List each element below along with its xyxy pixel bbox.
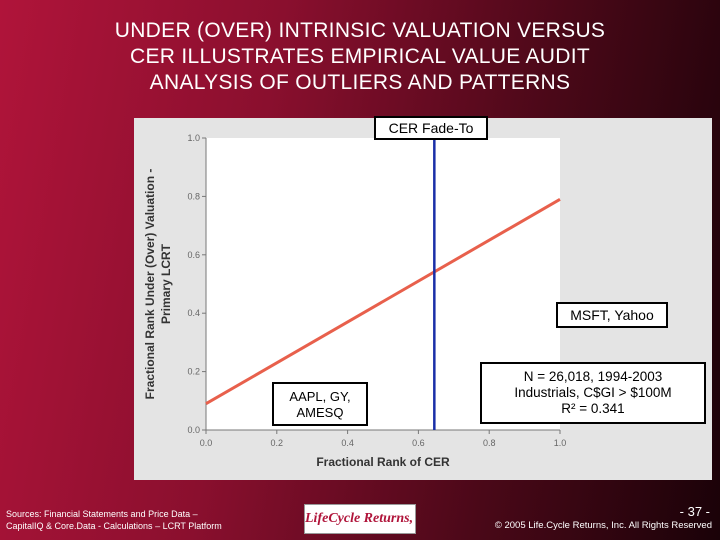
x-tick-label: 1.0 [554,438,567,448]
company-logo: LifeCycle Returns, Inc. [304,504,416,534]
callout-msft-yahoo: MSFT, Yahoo [556,302,668,328]
x-tick-label: 0.0 [200,438,213,448]
title-line: CER ILLUSTRATES EMPIRICAL VALUE AUDIT [130,45,590,68]
callout-text: AMESQ [296,405,344,420]
regression-line [205,198,561,406]
chart-panel: Fractional Rank Under (Over) Valuation -… [134,118,712,480]
copyright-notice: © 2005 Life.Cycle Returns, Inc. All Righ… [494,520,712,531]
sources-line: Sources: Financial Statements and Price … [6,509,198,519]
callout-sample-stats: N = 26,018, 1994-2003 Industrials, C$GI … [480,362,706,424]
scatter-chart: Fractional Rank Under (Over) Valuation -… [143,122,566,469]
x-tick-label: 0.4 [341,438,354,448]
fit-lines [205,122,561,430]
callout-text: CER Fade-To [388,120,474,136]
y-tick-label: 0.8 [187,191,200,201]
y-tick-label: 0.2 [187,367,200,377]
x-tick-label: 0.2 [271,438,284,448]
callout-text: R² = 0.341 [561,401,625,416]
y-axis-label-line: Primary LCRT [159,243,173,324]
sources-note: Sources: Financial Statements and Price … [6,508,222,532]
x-axis-label: Fractional Rank of CER [316,455,450,469]
callout-text: MSFT, Yahoo [570,307,654,323]
callout-text: AAPL, GY, [289,389,351,404]
callout-text: N = 26,018, 1994-2003 [523,369,663,384]
callout-text: Industrials, C$GI > $100M [514,385,672,400]
y-tick-label: 0.0 [187,425,200,435]
y-tick-label: 0.4 [187,308,200,318]
callout-aapl-gy-amesq: AAPL, GY, AMESQ [272,382,368,426]
title-line: UNDER (OVER) INTRINSIC VALUATION VERSUS [114,19,606,42]
callout-cer-fade-to: CER Fade-To [374,116,488,140]
x-tick-label: 0.8 [483,438,496,448]
page-number: - 37 - [679,504,710,519]
y-tick-label: 0.6 [187,250,200,260]
tick-labels: 0.0 0.2 0.4 0.6 0.8 1.0 0.0 0.2 0.4 0.6 0.8 1.0 Frac… [187,133,566,469]
x-tick-label: 0.6 [412,438,425,448]
sources-line: CapitalIQ & Core.Data - Calculations – L… [6,521,222,531]
y-tick-label: 1.0 [187,133,200,143]
slide-title: UNDER (OVER) INTRINSIC VALUATION VERSUS … [20,18,700,96]
y-axis-label-line: Fractional Rank Under (Over) Valuation - [143,169,157,400]
y-axis-label: Fractional Rank Under (Over) Valuation -… [143,169,173,400]
title-line: ANALYSIS OF OUTLIERS AND PATTERNS [149,71,571,94]
